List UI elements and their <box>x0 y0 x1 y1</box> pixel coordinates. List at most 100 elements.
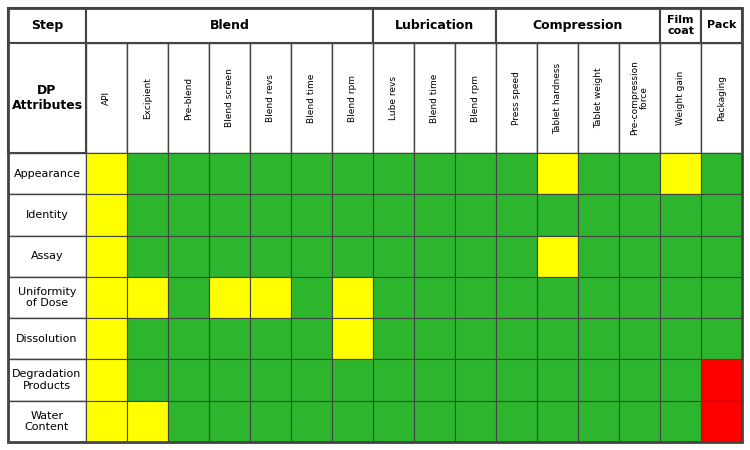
Bar <box>209 43 250 153</box>
Text: Step: Step <box>31 19 63 32</box>
Bar <box>86 400 127 442</box>
Text: API: API <box>102 91 111 105</box>
Text: Tablet hardness: Tablet hardness <box>553 63 562 134</box>
Bar <box>8 194 86 235</box>
Bar <box>332 153 373 194</box>
Bar <box>332 235 373 277</box>
Bar <box>496 43 537 153</box>
Bar <box>537 194 578 235</box>
Bar <box>291 400 332 442</box>
Bar <box>537 43 578 153</box>
Bar <box>291 43 332 153</box>
Bar <box>291 360 332 400</box>
Text: DP
Attributes: DP Attributes <box>11 84 82 112</box>
Bar <box>8 235 86 277</box>
Bar <box>209 400 250 442</box>
Bar <box>455 153 496 194</box>
Bar <box>496 360 537 400</box>
Bar <box>414 277 455 318</box>
Bar <box>660 277 701 318</box>
Text: Uniformity
of Dose: Uniformity of Dose <box>18 287 76 308</box>
Bar <box>209 277 250 318</box>
Bar <box>332 277 373 318</box>
Bar <box>168 194 209 235</box>
Bar <box>86 153 127 194</box>
Bar <box>127 318 168 360</box>
Bar <box>701 318 742 360</box>
Bar <box>8 8 86 43</box>
Text: Degradation
Products: Degradation Products <box>12 369 82 391</box>
Bar <box>250 153 291 194</box>
Text: Blend time: Blend time <box>430 73 439 123</box>
Text: Dissolution: Dissolution <box>16 334 78 344</box>
Bar <box>578 43 619 153</box>
Bar <box>701 360 742 400</box>
Text: Lubrication: Lubrication <box>394 19 474 32</box>
Text: Lube revs: Lube revs <box>389 76 398 120</box>
Text: Compression: Compression <box>532 19 623 32</box>
Bar <box>373 153 414 194</box>
Bar <box>86 277 127 318</box>
Text: Water
Content: Water Content <box>25 410 69 432</box>
Bar <box>619 318 660 360</box>
Bar <box>168 360 209 400</box>
Bar <box>332 194 373 235</box>
Bar <box>660 318 701 360</box>
Bar <box>455 277 496 318</box>
Bar <box>619 194 660 235</box>
Bar <box>209 194 250 235</box>
Bar <box>414 235 455 277</box>
Bar <box>209 153 250 194</box>
Bar <box>496 235 537 277</box>
Bar <box>250 277 291 318</box>
Text: Film
coat: Film coat <box>667 15 694 36</box>
Bar <box>414 153 455 194</box>
Bar <box>660 400 701 442</box>
Bar <box>8 153 86 194</box>
Text: Appearance: Appearance <box>13 169 80 179</box>
Text: Blend: Blend <box>209 19 250 32</box>
Bar <box>250 43 291 153</box>
Bar <box>86 318 127 360</box>
Bar <box>660 43 701 153</box>
Text: Packaging: Packaging <box>717 75 726 121</box>
Bar <box>578 235 619 277</box>
Bar <box>8 318 86 360</box>
Bar <box>168 277 209 318</box>
Bar <box>168 43 209 153</box>
Bar <box>86 8 373 43</box>
Bar <box>291 153 332 194</box>
Bar <box>455 235 496 277</box>
Text: Weight gain: Weight gain <box>676 71 685 125</box>
Bar <box>250 400 291 442</box>
Bar <box>619 153 660 194</box>
Bar <box>455 360 496 400</box>
Bar <box>291 318 332 360</box>
Bar <box>86 43 127 153</box>
Bar <box>127 153 168 194</box>
Text: Blend revs: Blend revs <box>266 74 275 122</box>
Text: Blend time: Blend time <box>307 73 316 123</box>
Bar <box>414 360 455 400</box>
Bar <box>332 360 373 400</box>
Bar <box>127 235 168 277</box>
Bar <box>209 235 250 277</box>
Text: Assay: Assay <box>31 251 63 261</box>
Bar <box>168 318 209 360</box>
Bar <box>86 194 127 235</box>
Bar <box>619 43 660 153</box>
Bar <box>701 277 742 318</box>
Bar <box>537 318 578 360</box>
Bar <box>578 400 619 442</box>
Bar <box>8 277 86 318</box>
Bar <box>496 194 537 235</box>
Bar <box>373 318 414 360</box>
Bar <box>373 8 496 43</box>
Bar <box>496 153 537 194</box>
Text: Blend rpm: Blend rpm <box>471 75 480 122</box>
Bar <box>291 194 332 235</box>
Bar <box>496 318 537 360</box>
Bar <box>414 194 455 235</box>
Bar <box>701 8 742 43</box>
Bar <box>168 400 209 442</box>
